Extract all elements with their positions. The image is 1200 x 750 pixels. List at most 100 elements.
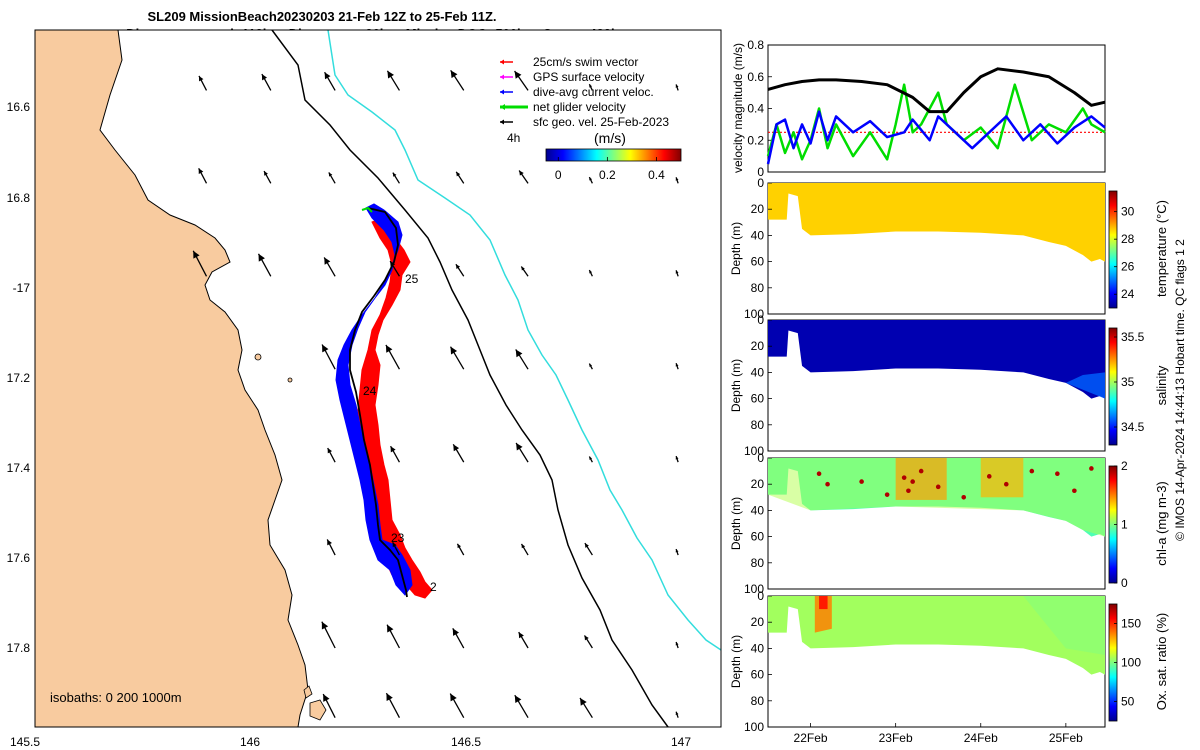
map-frame (34, 29, 722, 728)
geo-velocity-arrow (449, 346, 465, 370)
geo-velocity-arrow (386, 70, 400, 91)
chl-high-point (935, 484, 941, 490)
x-tick-label: 146 (240, 735, 260, 749)
depth-tick-label: 100 (744, 444, 764, 458)
velocity-ytick: 0.6 (747, 70, 764, 84)
geo-velocity-arrow (390, 445, 401, 463)
map-panel: 25 24 23 2 145.5 146 146.5 147 16.6 16.8… (7, 29, 722, 749)
depth-tick-label: 40 (751, 641, 765, 655)
velocity-ytick: 0.4 (747, 102, 764, 116)
x-tick-label: 145.5 (10, 735, 40, 749)
x-tick-label: 146.5 (451, 735, 481, 749)
depth-tick-label: 20 (751, 477, 765, 491)
depth-tick-label: 40 (751, 228, 765, 242)
geo-velocity-arrow (257, 253, 272, 277)
depth-axis-label: Depth (m) (729, 497, 743, 550)
geo-velocity-arrow (588, 83, 593, 91)
geo-velocity-arrow (452, 444, 465, 463)
legend-label: sfc geo. vel. 25-Feb-2023 (533, 115, 669, 129)
geo-velocity-arrow (392, 541, 401, 556)
chl-high-point (1003, 481, 1009, 487)
geo-velocity-arrow (452, 628, 465, 649)
y-tick-label: 17.6 (7, 551, 31, 565)
geo-velocity-arrow (323, 257, 336, 277)
geostrophic-arrows (192, 69, 679, 719)
y-tick-label: 17.8 (7, 641, 31, 655)
geo-velocity-arrow (385, 692, 401, 719)
depth-tick-label: 20 (751, 339, 765, 353)
depth-tick-label: 80 (751, 694, 765, 708)
geo-velocity-arrow (327, 447, 336, 463)
geo-velocity-arrow (328, 172, 336, 184)
section-feature (980, 458, 1024, 498)
depth-tick-label: 80 (751, 418, 765, 432)
legend-item: dive-avg current veloc. (500, 85, 654, 99)
geo-velocity-arrow (192, 250, 208, 277)
track-start-marker (361, 206, 373, 213)
colorbar-tick-label: 50 (1121, 695, 1135, 709)
geo-velocity-arrow (588, 176, 593, 184)
legend-label: dive-avg current veloc. (533, 85, 654, 99)
colorbar-tick-label: 0 (555, 168, 562, 182)
depth-tick-label: 100 (744, 720, 764, 734)
section-data-area (768, 183, 1105, 262)
isobath-1000m (327, 30, 721, 651)
colorbar-tick-label: 34.5 (1121, 420, 1145, 434)
colorbar-tick-label: 0 (1121, 576, 1128, 590)
geo-velocity-arrow (450, 69, 465, 91)
velocity-ytick: 0.2 (747, 133, 764, 147)
map-axes: 145.5 146 146.5 147 16.6 16.8 -17 17.2 1… (7, 100, 692, 749)
y-tick-label: 17.2 (7, 371, 31, 385)
geo-velocity-arrow (321, 344, 336, 370)
section-panel: 0 20 40 60 80 100 Depth (m) 0 1 2 chl-a (mg m-3) (729, 451, 1169, 596)
day-label: 25 (405, 272, 419, 286)
geo-velocity-arrow (675, 177, 679, 184)
geo-velocity-arrow (675, 455, 679, 463)
colorbar-units: (m/s) (594, 130, 626, 146)
time-tick-label: 25Feb (1049, 731, 1083, 745)
chl-high-point (918, 468, 924, 474)
colorbar-tick-label: 0.2 (599, 168, 616, 182)
velocity-ytick: 0.8 (747, 38, 764, 52)
island (309, 699, 327, 721)
section-panel: 0 20 40 60 80 100 Depth (m) 50 100 150 Ox. sat. ra… (729, 589, 1169, 745)
velocity-plot-area: 0 0.2 0.4 0.6 0.8 (747, 38, 1106, 179)
chl-high-point (910, 479, 915, 484)
colorbar-tick-label: 26 (1121, 260, 1135, 274)
velocity-series-line (767, 67, 1106, 114)
depth-tick-label: 20 (751, 202, 765, 216)
geo-velocity-arrow (455, 263, 465, 277)
geo-velocity-arrow (518, 170, 529, 184)
legend-label: 25cm/s swim vector (533, 55, 638, 69)
colorbar-tick-label: 28 (1121, 232, 1135, 246)
depth-tick-label: 100 (744, 582, 764, 596)
geo-velocity-arrow (588, 269, 593, 277)
depth-tick-label: 80 (751, 281, 765, 295)
isobath-200m (271, 30, 669, 727)
section-feature (1023, 596, 1105, 655)
legend-label: GPS surface velocity (533, 70, 644, 84)
geo-velocity-arrow (515, 349, 529, 370)
geo-velocity-arrow (198, 75, 208, 91)
chl-high-point (961, 495, 967, 500)
colorbar-label: Ox. sat. ratio (%) (1154, 613, 1169, 711)
footer-credit: © IMOS 14-Apr-2024 14:44:13 Hobart time.… (1173, 239, 1187, 541)
island (303, 685, 313, 699)
colorbar-tick-label: 100 (1121, 656, 1141, 670)
day-label: 23 (391, 531, 405, 545)
land-mass (35, 30, 309, 727)
chl-high-point (1072, 488, 1077, 494)
colorbar-label: chl-a (mg m-3) (1154, 481, 1169, 566)
depth-tick-label: 0 (757, 451, 764, 465)
chl-high-point (1055, 471, 1060, 477)
geo-velocity-arrow (455, 171, 465, 184)
chl-high-point (859, 479, 864, 484)
chl-high-point (825, 481, 830, 487)
colorbar-tick-label: 1 (1121, 518, 1128, 532)
colorbar-tick-label: 30 (1121, 205, 1135, 219)
depth-tick-label: 0 (757, 589, 764, 603)
geo-velocity-arrow (675, 548, 679, 556)
geo-velocity-arrow (520, 543, 529, 556)
